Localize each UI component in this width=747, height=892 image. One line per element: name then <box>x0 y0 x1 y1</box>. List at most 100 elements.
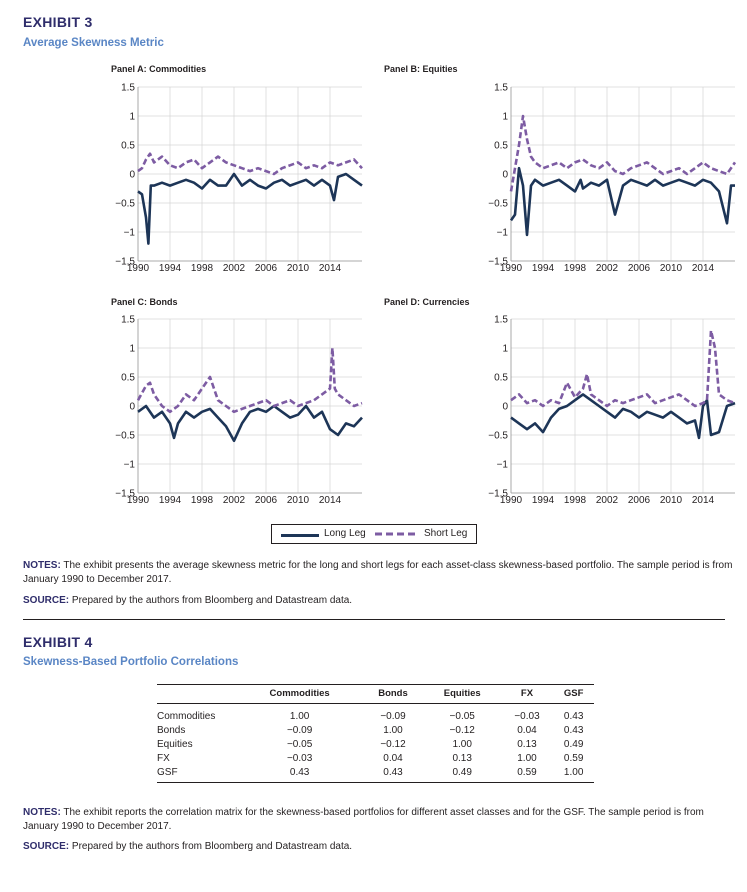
exhibit-3-label: EXHIBIT 3 <box>23 14 93 30</box>
table-header-cell: Equities <box>423 684 501 704</box>
long-leg-line <box>509 166 735 237</box>
table-row: Commodities 1.00 −0.09 −0.05 −0.03 0.43 <box>157 704 594 724</box>
y-tick-label: 0.5 <box>494 373 508 384</box>
panel-b-title: Panel B: Equities <box>384 64 458 74</box>
table-cell: 1.00 <box>517 753 537 765</box>
section-divider <box>23 619 725 620</box>
row-label: Bonds <box>157 725 186 737</box>
x-tick-label: 2014 <box>692 263 715 274</box>
exhibit-3-notes: NOTES: The exhibit presents the average … <box>23 559 733 587</box>
x-tick-label: 1990 <box>127 495 150 506</box>
table-cell: 0.49 <box>423 765 501 784</box>
table-row: Equities −0.05 −0.12 1.00 0.13 0.49 <box>157 738 594 752</box>
table-cell: 1.00 <box>289 711 310 722</box>
y-tick-label: −0.5 <box>488 431 508 442</box>
row-label: FX <box>157 753 170 765</box>
y-tick-label: 1 <box>502 112 508 123</box>
exhibit-4-source: SOURCE: Prepared by the authors from Blo… <box>23 840 733 854</box>
table-cell: 0.43 <box>237 765 363 784</box>
y-tick-label: −1 <box>124 460 136 471</box>
x-tick-label: 1990 <box>500 495 523 506</box>
table-cell: 0.59 <box>563 753 584 765</box>
long-leg-swatch <box>281 534 319 537</box>
correlation-table: Commodities Bonds Equities FX GSF Commod… <box>157 684 594 784</box>
y-tick-label: −1.5 <box>115 257 135 268</box>
y-tick-label: 1.5 <box>121 83 135 94</box>
x-tick-label: 2002 <box>596 263 619 274</box>
table-cell: 0.13 <box>517 739 537 751</box>
source-text: Prepared by the authors from Bloomberg a… <box>71 595 353 606</box>
table-cell: 1.00 <box>452 739 472 751</box>
source-label: SOURCE: <box>23 595 70 606</box>
notes-label: NOTES: <box>23 560 61 571</box>
x-tick-label: 2010 <box>287 495 310 506</box>
long-leg-line <box>137 404 363 443</box>
x-tick-label: 1994 <box>532 495 555 506</box>
y-tick-label: −1 <box>497 460 509 471</box>
source-text: Prepared by the authors from Bloomberg a… <box>71 841 353 852</box>
table-cell: 0.04 <box>517 725 537 737</box>
x-tick-label: 1990 <box>127 263 150 274</box>
table-cell: −0.03 <box>286 753 313 765</box>
x-tick-label: 1994 <box>159 495 182 506</box>
y-tick-label: 0.5 <box>494 141 508 152</box>
x-tick-label: 2002 <box>223 263 246 274</box>
table-cell: −0.09 <box>380 711 406 722</box>
table-cell: 0.13 <box>452 753 472 765</box>
y-tick-label: −1.5 <box>115 489 135 500</box>
x-tick-label: 2006 <box>628 495 651 506</box>
table-cell: 0.59 <box>500 765 554 784</box>
table-row: Bonds −0.09 1.00 −0.12 0.04 0.43 <box>157 724 594 738</box>
legend-long-leg: Long Leg <box>324 528 366 539</box>
notes-label: NOTES: <box>23 807 61 818</box>
table-row: GSF 0.43 0.43 0.49 0.59 1.00 <box>157 765 594 784</box>
panel-c-title: Panel C: Bonds <box>111 297 178 307</box>
table-row: FX −0.03 0.04 0.13 1.00 0.59 <box>157 752 594 766</box>
x-tick-label: 2010 <box>660 495 683 506</box>
x-tick-label: 2010 <box>660 263 683 274</box>
y-tick-label: −0.5 <box>488 199 508 210</box>
x-tick-label: 1994 <box>532 263 555 274</box>
table-cell: −0.03 <box>514 711 540 722</box>
source-label: SOURCE: <box>23 841 70 852</box>
table-cell: 1.00 <box>383 725 403 737</box>
row-label: Commodities <box>157 711 216 722</box>
x-tick-label: 2014 <box>319 495 342 506</box>
x-tick-label: 2014 <box>319 263 342 274</box>
short-leg-line <box>509 114 737 192</box>
y-tick-label: 0 <box>502 402 508 413</box>
y-tick-label: −0.5 <box>115 431 135 442</box>
table-cell: −0.12 <box>449 725 475 737</box>
y-tick-label: −1 <box>497 228 509 239</box>
x-tick-label: 2006 <box>628 263 651 274</box>
short-leg-line <box>137 152 363 176</box>
table-header-blank <box>157 684 237 704</box>
table-header-cell: Bonds <box>362 684 424 704</box>
exhibit-3-source: SOURCE: Prepared by the authors from Blo… <box>23 594 733 608</box>
table-cell: −0.12 <box>380 739 406 751</box>
table-cell: 0.04 <box>383 753 403 765</box>
table-cell: 1.00 <box>553 765 594 784</box>
row-label: Equities <box>157 739 193 751</box>
y-tick-label: −1 <box>124 228 136 239</box>
short-leg-line <box>136 346 363 414</box>
x-tick-label: 1994 <box>159 263 182 274</box>
table-cell: 0.43 <box>563 711 584 722</box>
y-tick-label: −0.5 <box>115 199 135 210</box>
exhibit-4-notes: NOTES: The exhibit reports the correlati… <box>23 806 733 834</box>
table-cell: 0.49 <box>563 739 584 751</box>
x-tick-label: 1998 <box>564 495 587 506</box>
panel-a-title: Panel A: Commodities <box>111 64 207 74</box>
y-tick-label: 1 <box>129 344 135 355</box>
table-header-cell: GSF <box>553 684 594 704</box>
panel-d-title: Panel D: Currencies <box>384 297 470 307</box>
long-leg-line <box>137 172 363 245</box>
legend-short-leg: Short Leg <box>424 528 468 539</box>
y-tick-label: 0 <box>129 170 135 181</box>
notes-text: The exhibit reports the correlation matr… <box>23 807 704 832</box>
exhibit-4-label: EXHIBIT 4 <box>23 634 93 650</box>
exhibit-4-title: Skewness-Based Portfolio Correlations <box>23 656 239 668</box>
